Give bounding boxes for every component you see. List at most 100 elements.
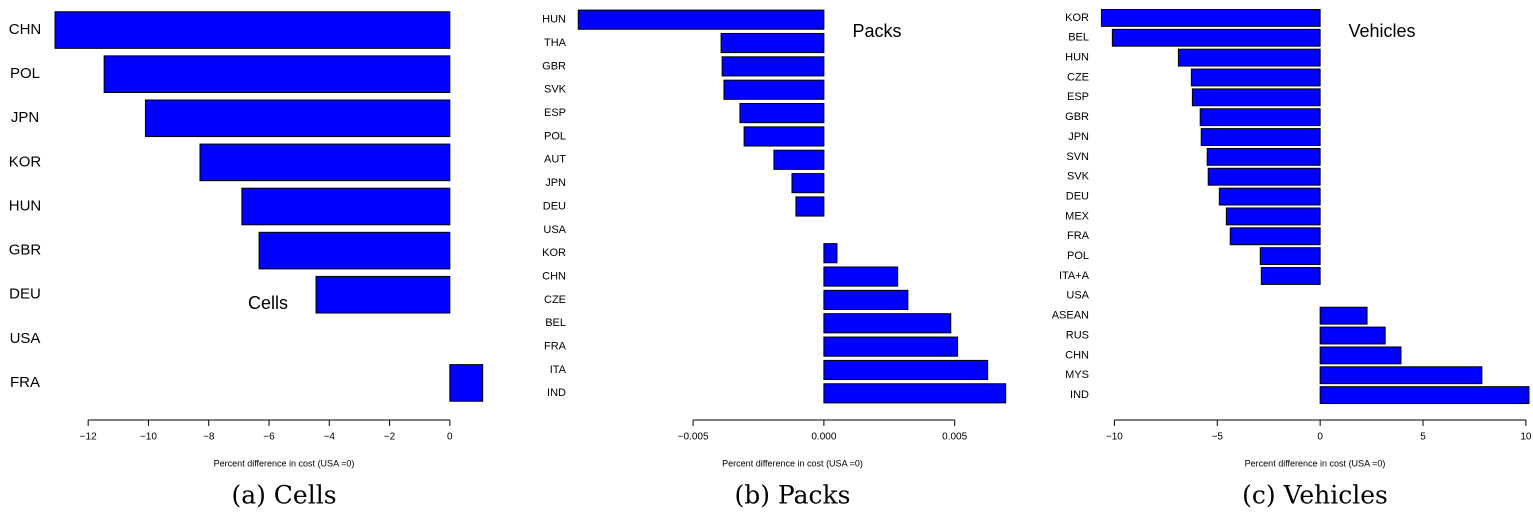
bar <box>1191 88 1321 107</box>
bar <box>823 313 952 334</box>
x-tick-label: 0 <box>1317 432 1323 443</box>
category-label: DEU <box>9 286 41 303</box>
x-axis-label: Percent difference in cost (USA =0) <box>214 458 355 468</box>
chart-title: Vehicles <box>1348 21 1415 41</box>
bar <box>241 187 451 226</box>
category-label: FRA <box>10 374 40 391</box>
bar <box>743 126 825 147</box>
category-label: CHN <box>542 270 566 282</box>
category-label: SVK <box>544 84 567 96</box>
bar <box>1319 386 1530 405</box>
bar <box>144 99 451 138</box>
bar <box>1207 167 1321 186</box>
bar <box>449 364 484 402</box>
caption: (b) Packs <box>734 481 850 510</box>
category-label: FRA <box>544 341 567 353</box>
category-label: CZE <box>1067 71 1089 83</box>
bar <box>1319 346 1402 365</box>
category-label: JPN <box>545 177 566 189</box>
bar <box>823 266 899 287</box>
category-label: KOR <box>542 247 566 259</box>
caption: (a) Cells <box>231 481 336 510</box>
category-label: RUS <box>1066 329 1089 341</box>
bar <box>1100 8 1321 27</box>
category-label: MEX <box>1065 210 1090 222</box>
category-label: HUN <box>9 197 42 214</box>
bar <box>823 336 959 357</box>
x-tick-label: 5 <box>1420 432 1426 443</box>
x-tick-label: −8 <box>203 432 215 443</box>
bar <box>1206 147 1321 166</box>
category-label: ESP <box>544 107 566 119</box>
category-label: ITA <box>550 364 567 376</box>
category-label: SVK <box>1067 171 1090 183</box>
x-axis-label: Percent difference in cost (USA =0) <box>1245 458 1386 468</box>
category-label: CHN <box>1065 349 1089 361</box>
chart-title: Cells <box>248 293 288 313</box>
bar <box>54 11 451 49</box>
category-label: IND <box>547 387 566 399</box>
bar <box>1200 128 1321 146</box>
bar <box>577 9 825 30</box>
category-label: GBR <box>9 242 42 259</box>
bar <box>1111 28 1321 47</box>
category-label: IND <box>1070 389 1089 401</box>
x-tick-label: −12 <box>80 432 97 443</box>
category-label: POL <box>10 65 40 82</box>
category-label: FRA <box>1067 230 1090 242</box>
category-label: BEL <box>545 317 566 329</box>
category-label: CHN <box>9 21 42 38</box>
category-label: MYS <box>1065 369 1089 381</box>
x-tick-label: −2 <box>384 432 396 443</box>
chart-title: Packs <box>852 21 901 41</box>
category-label: HUN <box>1065 52 1089 64</box>
category-label: USA <box>10 330 41 347</box>
category-label: THA <box>544 37 567 49</box>
bar <box>723 79 825 100</box>
bar <box>1229 227 1321 246</box>
bar <box>315 275 451 314</box>
category-label: CZE <box>544 294 566 306</box>
x-tick-label: −5 <box>1212 432 1224 443</box>
bar <box>795 196 825 217</box>
x-tick-label: −10 <box>1106 432 1123 443</box>
category-label: DEU <box>543 200 566 212</box>
caption: (c) Vehicles <box>1242 481 1388 510</box>
category-label: POL <box>544 130 566 142</box>
x-tick-label: −10 <box>140 432 157 443</box>
category-label: BEL <box>1068 32 1089 44</box>
bar <box>1218 187 1321 206</box>
bar <box>720 32 825 54</box>
category-label: POL <box>1067 250 1089 262</box>
bar <box>1225 207 1321 226</box>
category-label: GBR <box>542 60 566 72</box>
x-tick-label: −4 <box>324 432 336 443</box>
category-label: HUN <box>542 14 566 26</box>
bar <box>199 143 451 182</box>
x-tick-label: −0.005 <box>678 432 709 443</box>
bar <box>1319 366 1483 385</box>
bar <box>823 383 1007 404</box>
bar <box>1319 326 1386 345</box>
x-tick-label: 0 <box>447 432 453 443</box>
category-label: USA <box>1066 290 1089 302</box>
category-label: JPN <box>11 109 39 126</box>
category-label: KOR <box>1065 12 1089 24</box>
category-label: USA <box>543 224 566 236</box>
category-label: DEU <box>1066 190 1089 202</box>
category-label: ASEAN <box>1052 310 1089 322</box>
x-tick-label: 0.005 <box>942 432 967 443</box>
bar <box>823 243 838 264</box>
x-axis-label: Percent difference in cost (USA =0) <box>722 458 863 468</box>
bar <box>1260 267 1321 285</box>
bar <box>103 55 451 93</box>
bar <box>773 149 825 170</box>
category-label: KOR <box>9 153 42 170</box>
x-tick-label: 0.000 <box>811 432 836 443</box>
bar <box>1177 48 1321 67</box>
x-tick-label: 10 <box>1520 432 1532 443</box>
category-label: ESP <box>1067 91 1089 103</box>
x-tick-label: −6 <box>263 432 275 443</box>
bar <box>258 231 451 270</box>
